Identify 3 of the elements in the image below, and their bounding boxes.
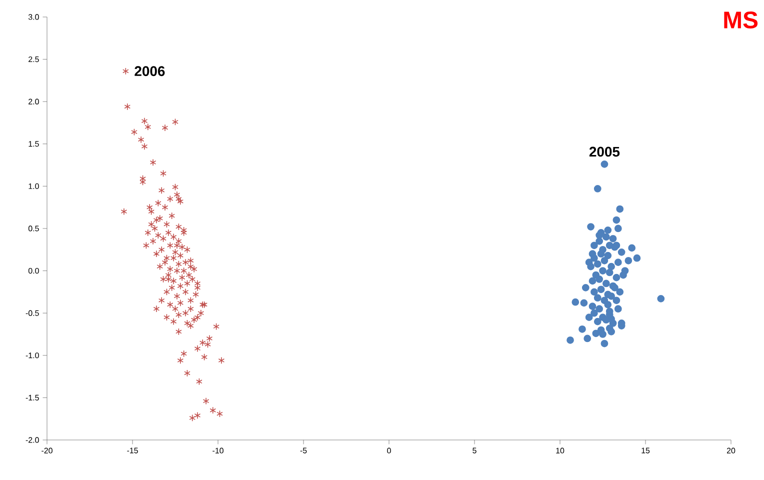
series-label: 2005 [589,146,620,157]
chart-title: MS [724,12,758,28]
series-label: 2006 [134,66,165,76]
